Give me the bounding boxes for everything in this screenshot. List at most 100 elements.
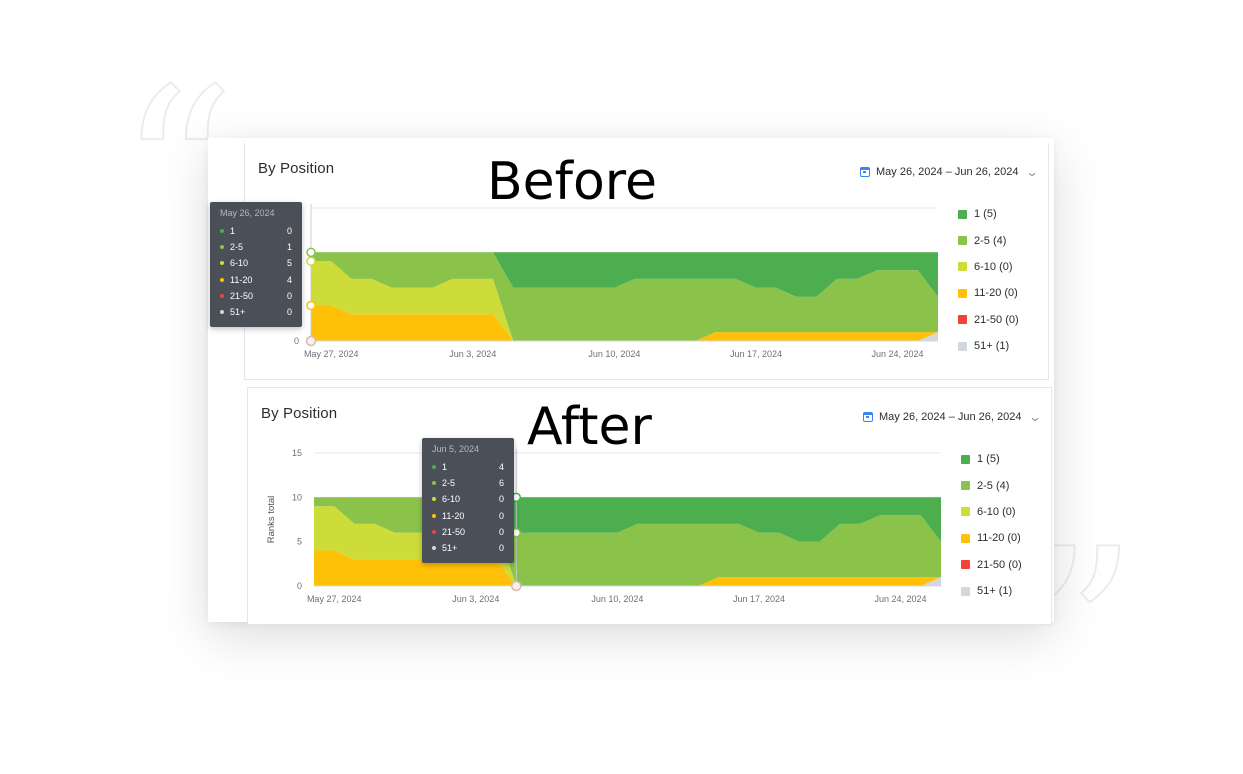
legend-swatch bbox=[958, 315, 967, 325]
legend-item-11-20[interactable]: 11-20 (0) bbox=[958, 286, 1019, 300]
tooltip-series-name: 21-50 bbox=[442, 526, 466, 537]
chevron-down-icon: ⌄ bbox=[1024, 165, 1039, 179]
y-tick-label: 0 bbox=[297, 581, 302, 591]
x-tick-label: Jun 24, 2024 bbox=[875, 594, 927, 604]
x-tick-label: May 27, 2024 bbox=[304, 349, 359, 359]
legend-item-2-5[interactable]: 2-5 (4) bbox=[958, 233, 1019, 247]
area-series-1 bbox=[311, 252, 938, 297]
tooltip-row: 11-20 4 bbox=[220, 272, 292, 288]
legend-label: 21-50 (0) bbox=[974, 313, 1019, 326]
legend-item-21-50[interactable]: 21-50 (0) bbox=[958, 313, 1019, 327]
tooltip-date: May 26, 2024 bbox=[220, 208, 275, 218]
tooltip-series-value: 0 bbox=[498, 510, 504, 521]
legend-item-6-10[interactable]: 6-10 (0) bbox=[958, 260, 1019, 274]
legend-item-1[interactable]: 1 (5) bbox=[958, 207, 1019, 221]
legend-label: 1 (5) bbox=[974, 208, 997, 221]
hover-marker-11-20 bbox=[306, 300, 316, 311]
tooltip-dot bbox=[220, 261, 224, 266]
legend-label: 21-50 (0) bbox=[977, 558, 1022, 571]
panel-title: By Position bbox=[258, 160, 335, 177]
tooltip-series-value: 4 bbox=[286, 274, 292, 285]
tooltip-row: 11-20 0 bbox=[432, 508, 504, 524]
chart-legend: 1 (5) 2-5 (4) 6-10 (0) 11-20 (0) 21-50 (0) 51… bbox=[958, 207, 1019, 353]
date-range-picker[interactable]: May 26, 2024 – Jun 26, 2024 ⌄ bbox=[863, 410, 1042, 424]
legend-swatch bbox=[958, 262, 967, 272]
date-range-text: May 26, 2024 – Jun 26, 2024 bbox=[879, 411, 1022, 423]
legend-swatch bbox=[961, 454, 970, 464]
y-tick-label: 10 bbox=[292, 492, 302, 502]
tooltip-dot bbox=[432, 497, 436, 502]
date-range-picker[interactable]: May 26, 2024 – Jun 26, 2024 ⌄ bbox=[860, 165, 1039, 179]
tooltip-series-name: 2-5 bbox=[230, 242, 244, 253]
tooltip-series-name: 6-10 bbox=[230, 258, 249, 269]
area-series-2-5 bbox=[311, 252, 938, 341]
hover-marker-2-5 bbox=[306, 247, 316, 258]
tooltip-series-name: 6-10 bbox=[442, 494, 461, 505]
legend-item-6-10[interactable]: 6-10 (0) bbox=[961, 505, 1022, 519]
legend-label: 6-10 (0) bbox=[977, 505, 1016, 518]
tooltip-series-name: 1 bbox=[230, 226, 236, 237]
tooltip-series-value: 0 bbox=[498, 543, 504, 554]
x-tick-label: May 27, 2024 bbox=[307, 594, 362, 604]
tooltip-series-value: 4 bbox=[498, 462, 504, 473]
legend-swatch bbox=[958, 288, 967, 298]
y-tick-label: 0 bbox=[294, 336, 299, 346]
date-range-text: May 26, 2024 – Jun 26, 2024 bbox=[876, 166, 1019, 178]
tooltip-row: 2-5 6 bbox=[432, 475, 504, 491]
legend-swatch bbox=[961, 481, 970, 491]
x-tick-label: Jun 3, 2024 bbox=[452, 594, 499, 604]
tooltip-dot bbox=[220, 277, 224, 282]
x-tick-label: Jun 3, 2024 bbox=[449, 349, 496, 359]
legend-item-11-20[interactable]: 11-20 (0) bbox=[961, 531, 1022, 545]
legend-label: 2-5 (4) bbox=[974, 234, 1007, 247]
area-series-11-20 bbox=[311, 305, 938, 341]
legend-label: 6-10 (0) bbox=[974, 260, 1013, 273]
tooltip-dot bbox=[220, 310, 224, 315]
legend-item-2-5[interactable]: 2-5 (4) bbox=[961, 478, 1022, 492]
area-series-11-20 bbox=[314, 550, 941, 586]
tooltip-row: 2-5 1 bbox=[220, 239, 292, 255]
area-series-6-10 bbox=[311, 261, 938, 341]
chart-legend: 1 (5) 2-5 (4) 6-10 (0) 11-20 (0) 21-50 (0) 51… bbox=[961, 452, 1022, 598]
chart-tooltip: Jun 5, 2024 1 4 2-5 6 6-10 0 11-20 0 21-50 0 51+ 0 bbox=[422, 438, 514, 564]
tooltip-series-name: 51+ bbox=[230, 307, 246, 318]
y-axis-label: Ranks total bbox=[266, 496, 277, 544]
tooltip-row: 51+ 0 bbox=[220, 304, 292, 320]
x-tick-label: Jun 17, 2024 bbox=[730, 349, 782, 359]
tooltip-series-name: 2-5 bbox=[442, 478, 456, 489]
legend-item-51+[interactable]: 51+ (1) bbox=[958, 339, 1019, 353]
legend-swatch bbox=[961, 507, 970, 517]
tooltip-row: 21-50 0 bbox=[432, 524, 504, 540]
tooltip-series-value: 0 bbox=[498, 526, 504, 537]
legend-item-21-50[interactable]: 21-50 (0) bbox=[961, 558, 1022, 572]
position-chart[interactable]: 0 May 27, 2024 Jun 3, 2024 Jun 10, 2024 Jun … bbox=[244, 196, 964, 366]
legend-swatch bbox=[958, 341, 967, 351]
tooltip-series-value: 0 bbox=[286, 226, 292, 237]
hover-marker-6-10 bbox=[306, 256, 316, 266]
legend-swatch bbox=[961, 560, 970, 570]
hover-marker-base bbox=[511, 580, 522, 592]
tooltip-series-value: 0 bbox=[286, 290, 292, 301]
legend-swatch bbox=[958, 236, 967, 246]
legend-label: 51+ (1) bbox=[974, 340, 1010, 353]
tooltip-series-name: 51+ bbox=[442, 543, 458, 554]
tooltip-dot bbox=[220, 245, 224, 250]
tooltip-dot bbox=[220, 229, 224, 234]
legend-label: 51+ (1) bbox=[977, 585, 1013, 598]
legend-label: 11-20 (0) bbox=[977, 532, 1021, 545]
hover-marker-base bbox=[305, 335, 317, 347]
legend-item-1[interactable]: 1 (5) bbox=[961, 452, 1022, 466]
y-tick-label: 5 bbox=[297, 537, 302, 547]
legend-item-51+[interactable]: 51+ (1) bbox=[961, 584, 1022, 598]
tooltip-date: Jun 5, 2024 bbox=[432, 444, 480, 454]
legend-label: 2-5 (4) bbox=[977, 479, 1010, 492]
chevron-down-icon: ⌄ bbox=[1027, 410, 1042, 424]
legend-swatch bbox=[958, 209, 967, 219]
tooltip-dot bbox=[432, 529, 436, 534]
tooltip-row: 21-50 0 bbox=[220, 288, 292, 304]
tooltip-series-name: 1 bbox=[442, 462, 448, 473]
tooltip-dot bbox=[220, 293, 224, 298]
